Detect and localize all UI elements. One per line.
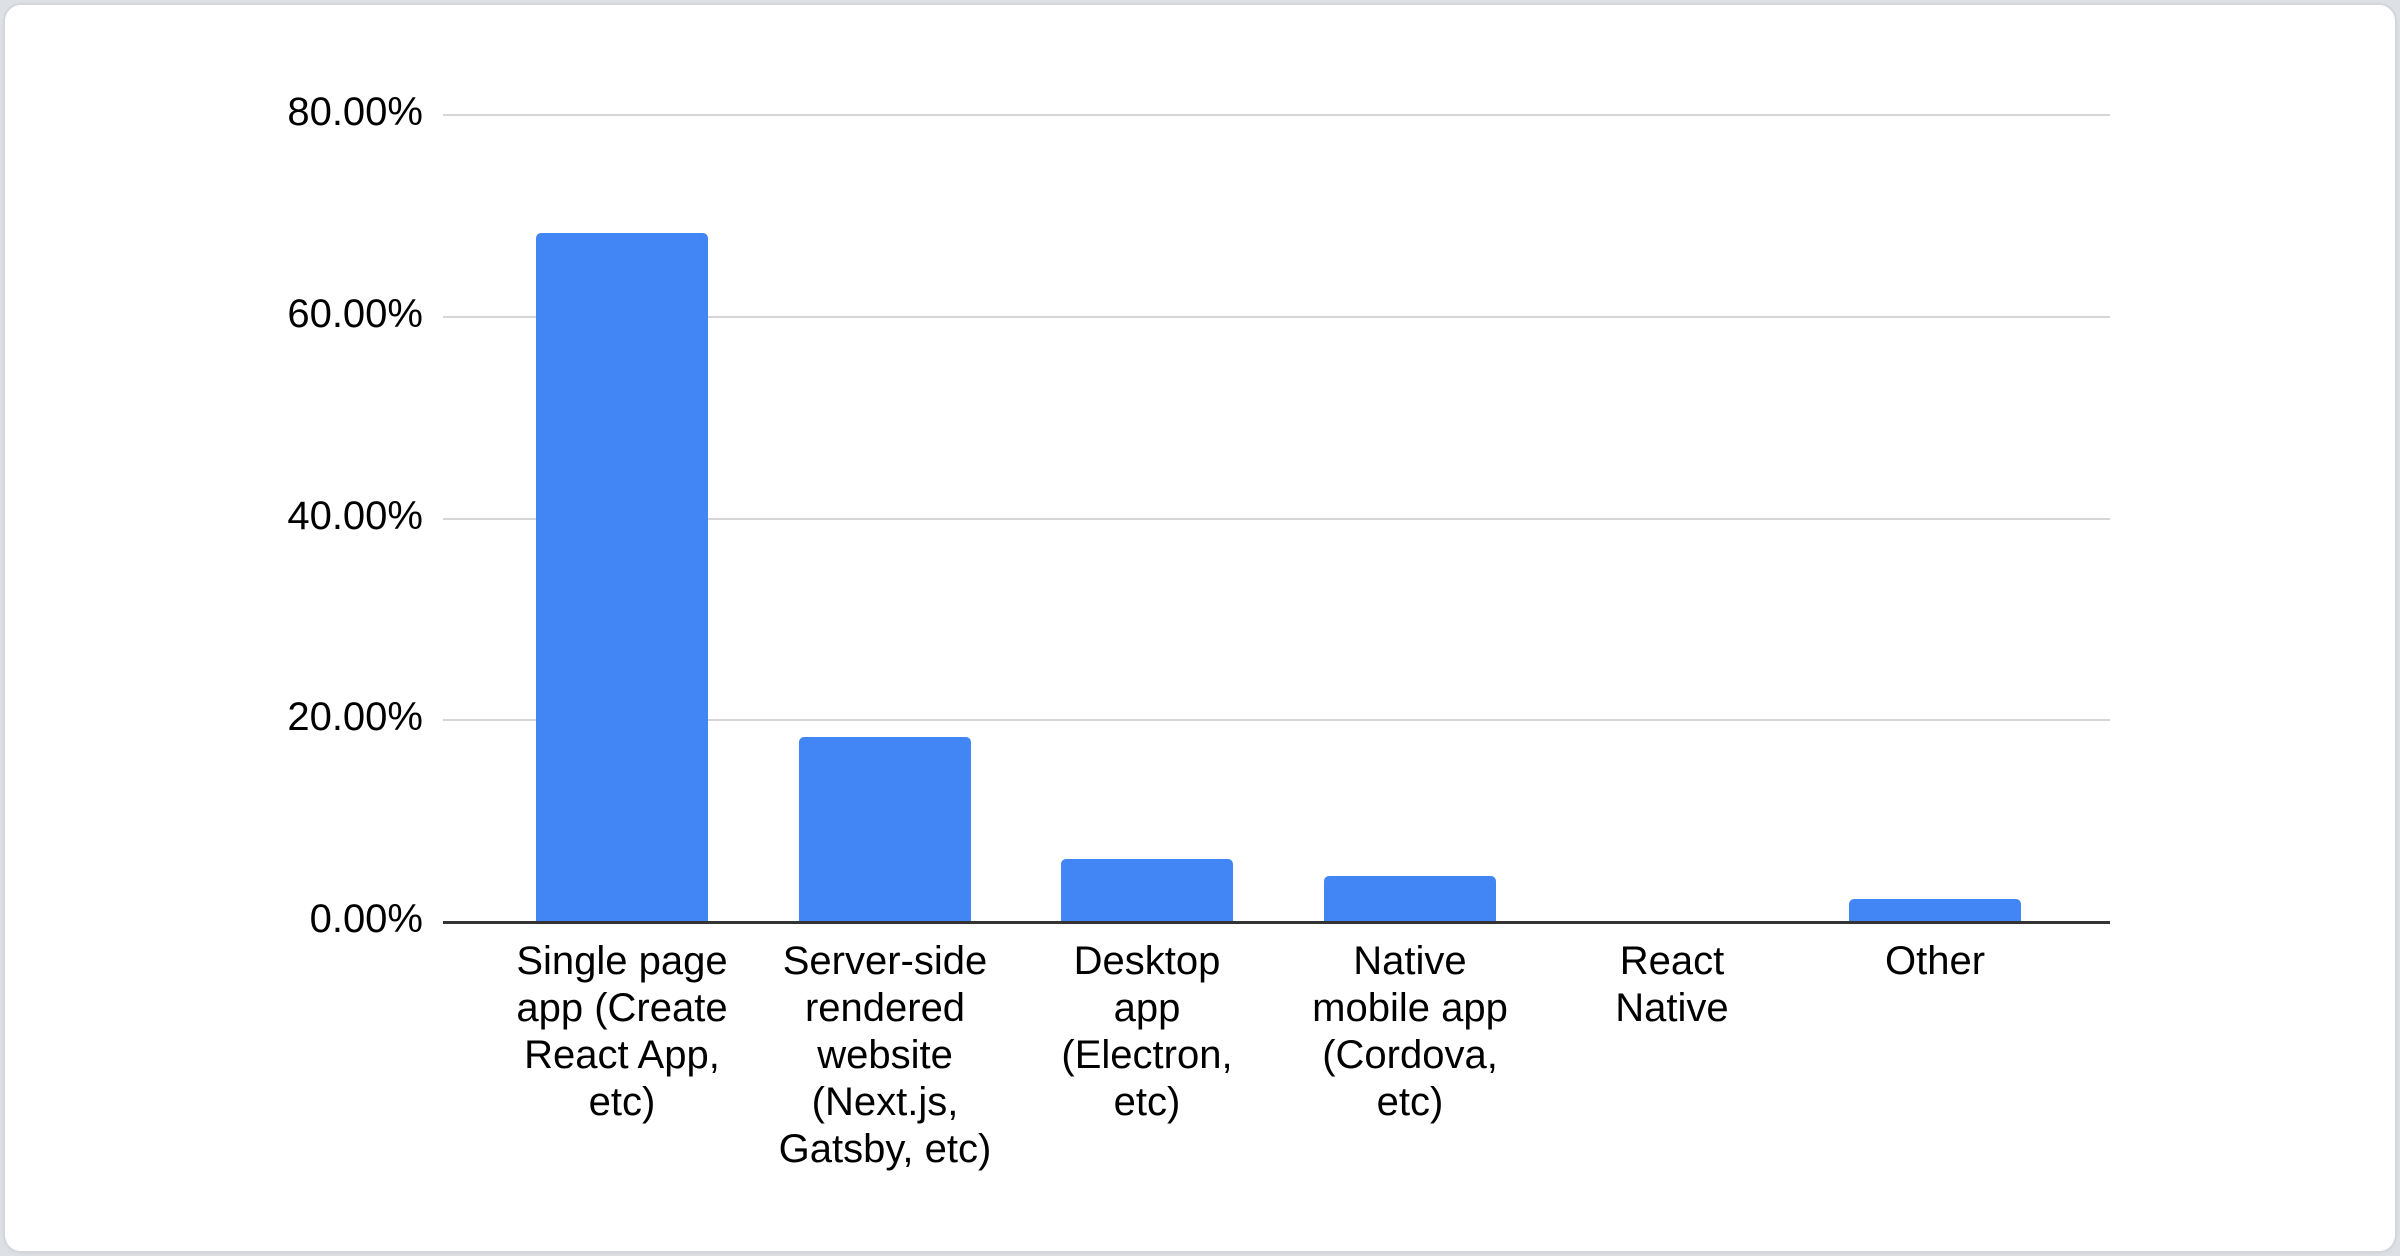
gridline-40: [443, 517, 2110, 520]
bar-desktop-app[interactable]: [1061, 859, 1233, 922]
bar-server-side-rendered-website[interactable]: [799, 737, 971, 922]
plot-area: [443, 114, 2110, 924]
x-axis-label-line: app (Create: [516, 986, 728, 1030]
x-axis-label-line: React App,: [524, 1033, 720, 1077]
chart-card: [3, 3, 2397, 1253]
x-axis-label-line: Single page: [516, 939, 728, 983]
bar-native-mobile-app[interactable]: [1324, 876, 1496, 922]
gridline-20: [443, 719, 2110, 722]
gridline-60: [443, 315, 2110, 318]
x-axis-label-react-native: React Native: [1522, 938, 1822, 1032]
x-axis-label-line: Native: [1615, 986, 1729, 1030]
y-axis-tick-label: 80.00%: [287, 90, 423, 134]
x-axis-label-line: Gatsby, etc): [778, 1127, 992, 1171]
bar-other[interactable]: [1849, 899, 2021, 922]
x-axis-label-line: etc): [588, 1080, 656, 1124]
x-axis-label-line: mobile app: [1312, 986, 1508, 1030]
x-axis-label-native-mobile-app: Native mobile app (Cordova, etc): [1260, 938, 1560, 1126]
x-axis-label-line: etc): [1376, 1080, 1444, 1124]
x-axis-label-line: rendered: [804, 986, 966, 1030]
x-axis-label-server-side-rendered-website: Server-side rendered website (Next.js, Gatsb…: [735, 938, 1035, 1173]
x-axis-label-line: app: [1113, 986, 1181, 1030]
x-axis-label-desktop-app: Desktop app (Electron, etc): [997, 938, 1297, 1126]
x-axis-label-line: Other: [1884, 939, 1986, 983]
x-axis-label-line: (Electron,: [1061, 1033, 1233, 1077]
x-axis-label-line: etc): [1113, 1080, 1181, 1124]
x-axis-label-line: Server-side: [782, 939, 988, 983]
x-axis-label-line: Desktop: [1073, 939, 1221, 983]
x-axis-label-line: (Next.js,: [811, 1080, 959, 1124]
x-axis-line: [443, 921, 2110, 924]
y-axis-tick-label: 60.00%: [287, 291, 423, 336]
x-axis-label-line: Native: [1353, 939, 1467, 983]
x-axis-label-single-page-app: Single page app (Create React App, etc): [472, 938, 772, 1126]
gridline-80: [443, 114, 2110, 116]
x-axis-label-line: React: [1619, 939, 1725, 983]
y-axis-tick-label: 0.00%: [309, 897, 423, 941]
bar-single-page-app[interactable]: [536, 233, 708, 922]
y-axis-tick-label: 20.00%: [287, 695, 423, 740]
x-axis-label-line: (Cordova,: [1322, 1033, 1498, 1077]
y-axis-tick-label: 40.00%: [287, 493, 423, 538]
x-axis-label-other: Other: [1785, 938, 2085, 985]
x-axis-label-line: website: [817, 1033, 953, 1077]
